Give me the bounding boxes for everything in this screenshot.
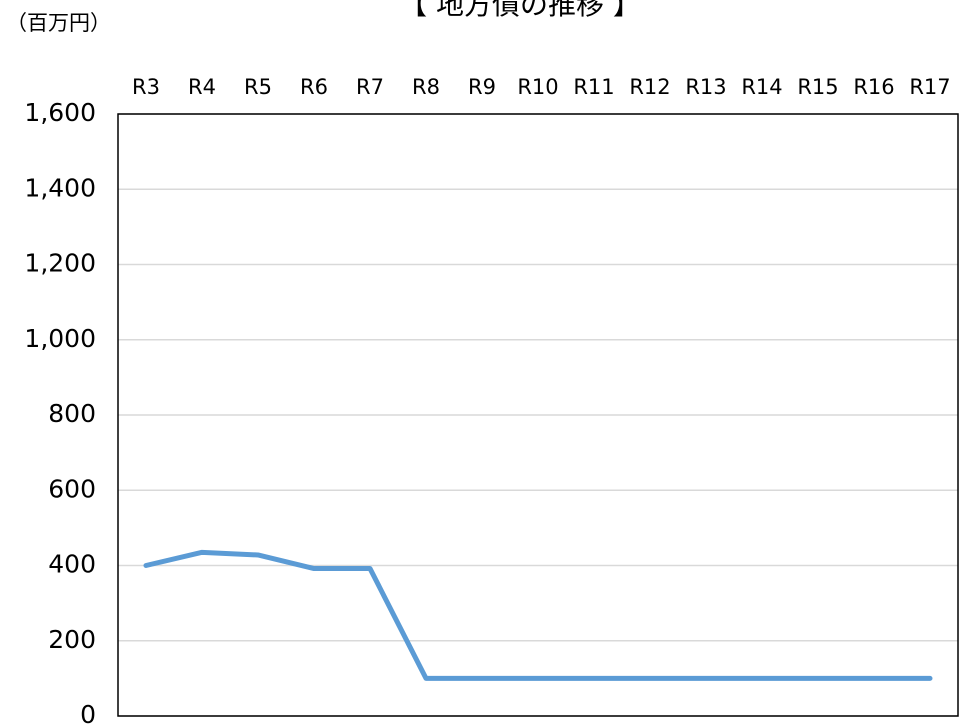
x-tick-label: R4 [188, 75, 216, 99]
unit-label: （百万円） [6, 11, 111, 35]
x-tick-label: R5 [244, 75, 272, 99]
x-tick-label: R11 [573, 75, 614, 99]
x-tick-label: R14 [741, 75, 782, 99]
y-tick-label: 1,600 [24, 98, 96, 127]
y-tick-label: 0 [80, 700, 96, 724]
x-tick-label: R6 [300, 75, 328, 99]
x-tick-label: R13 [685, 75, 726, 99]
x-tick-label: R15 [797, 75, 838, 99]
plot-border [117, 113, 959, 717]
x-tick-label: R3 [132, 75, 160, 99]
y-tick-label: 800 [48, 399, 96, 428]
grid [118, 113, 958, 717]
y-tick-label: 1,200 [24, 249, 96, 278]
y-tick-label: 1,000 [24, 324, 96, 353]
chart-title: 【 地方債の推移 】 [399, 0, 641, 21]
x-tick-label: R16 [853, 75, 894, 99]
x-tick-label: R17 [909, 75, 950, 99]
x-tick-label: R7 [356, 75, 384, 99]
y-tick-label: 200 [48, 625, 96, 654]
data-line [143, 549, 933, 681]
x-tick-label: R8 [412, 75, 440, 99]
y-tick-label: 400 [48, 550, 96, 579]
x-tick-label: R12 [629, 75, 670, 99]
x-tick-label: R10 [517, 75, 558, 99]
y-tick-label: 1,400 [24, 173, 96, 202]
y-tick-label: 600 [48, 474, 96, 503]
x-tick-label: R9 [468, 75, 496, 99]
